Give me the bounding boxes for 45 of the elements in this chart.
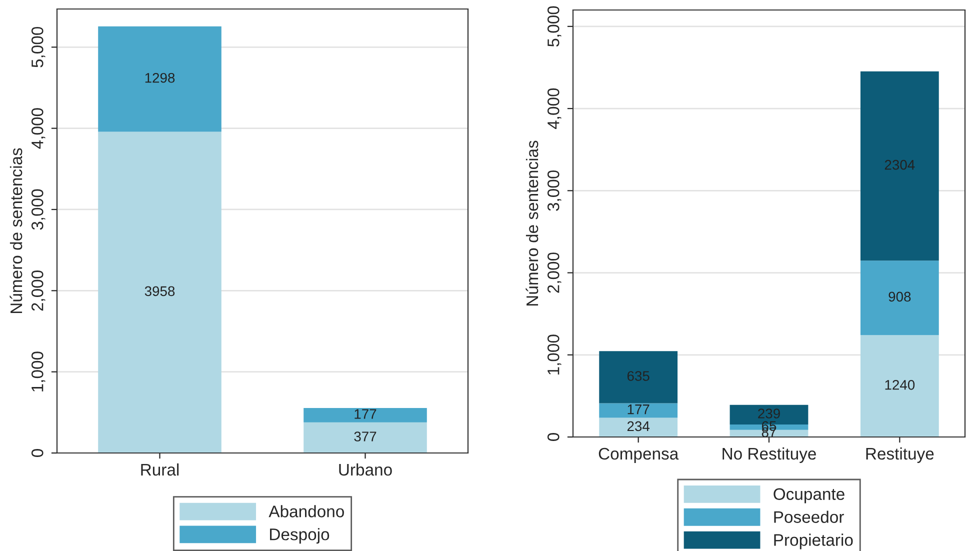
y-tick-label: 5,000 [547, 6, 562, 47]
x-tick-label: Urbano [339, 463, 392, 476]
y-tick-label: 0 [31, 449, 44, 457]
x-tick-label: Compensa [598, 448, 679, 463]
bar [599, 418, 678, 437]
y-tick-label: 2,000 [31, 270, 46, 311]
data-label: 1240 [885, 380, 915, 390]
bar [599, 403, 678, 418]
legend-label: Abandono [268, 505, 344, 518]
legend-label: Poseedor [774, 510, 844, 523]
y-tick-label: 1,000 [547, 334, 562, 374]
y-tick-label: 5,000 [31, 26, 46, 68]
data-label: 177 [628, 404, 650, 414]
data-label: 2304 [884, 160, 915, 170]
data-label: 377 [354, 432, 376, 442]
y-axis-title: Número de sentencias [526, 140, 538, 306]
bar [860, 71, 939, 261]
x-tick-label: Restituye [866, 447, 934, 463]
x-tick-label: No Restituye [722, 447, 816, 463]
y-tick-label: 3,000 [31, 189, 46, 230]
data-label: 234 [627, 421, 650, 432]
data-label: 1298 [145, 72, 175, 83]
data-label: 177 [354, 409, 376, 419]
x-tick-label: Rural [141, 463, 179, 476]
bar [98, 26, 222, 132]
y-tick-label: 1,000 [31, 352, 46, 392]
bar [860, 260, 939, 336]
bar [860, 335, 939, 437]
data-label: 635 [627, 371, 650, 381]
data-label: 239 [758, 408, 780, 418]
bar [304, 408, 427, 422]
bar [599, 351, 678, 404]
y-axis-title: Número de sentencias [10, 148, 22, 314]
data-label: 908 [888, 292, 911, 302]
y-tick-label: 3,000 [547, 170, 562, 211]
bar [98, 132, 222, 453]
y-tick-label: 0 [547, 433, 560, 441]
legend-label: Ocupante [774, 488, 844, 504]
legend-label: Despojo [270, 528, 330, 544]
y-tick-label: 4,000 [31, 108, 46, 149]
legend-label: Propietario [774, 534, 853, 550]
y-tick-label: 4,000 [547, 88, 562, 130]
data-label: 3958 [144, 286, 175, 296]
y-tick-label: 2,000 [547, 252, 562, 293]
bar [304, 422, 427, 453]
